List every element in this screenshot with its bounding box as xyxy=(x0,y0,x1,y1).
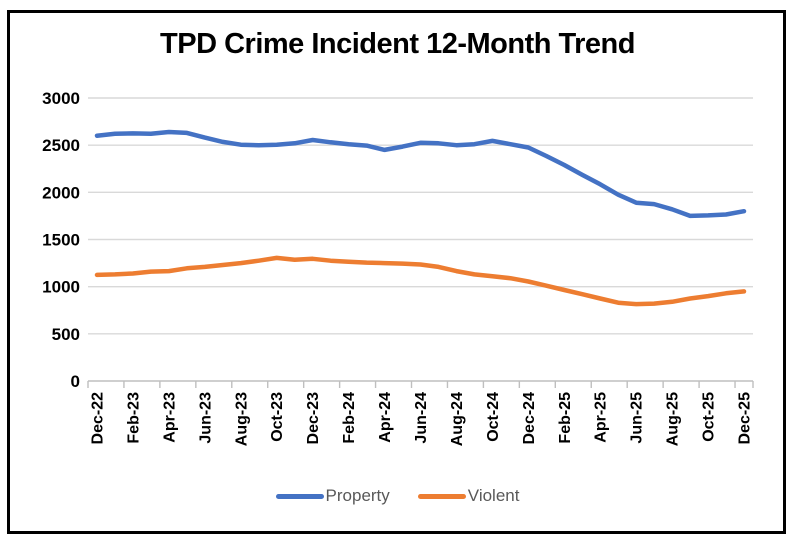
x-axis-label: Oct-23 xyxy=(269,392,286,442)
y-axis-label: 3000 xyxy=(42,89,80,108)
x-axis-label: Apr-23 xyxy=(161,392,178,443)
y-axis-label: 1000 xyxy=(42,278,80,297)
x-axis-label: Dec-23 xyxy=(305,392,322,445)
x-axis-label: Aug-23 xyxy=(233,392,250,446)
x-axis-label: Dec-22 xyxy=(89,392,106,445)
legend-label-violent: Violent xyxy=(467,486,520,505)
x-axis-label: Aug-25 xyxy=(665,392,682,446)
x-axis-label: Aug-24 xyxy=(449,392,466,446)
x-axis-label: Feb-23 xyxy=(125,392,142,444)
x-axis-label: Jun-25 xyxy=(629,392,646,444)
y-axis-label: 2000 xyxy=(42,183,80,202)
y-axis-label: 1500 xyxy=(42,231,80,250)
x-axis-label: Feb-24 xyxy=(341,392,358,444)
x-axis-label: Oct-24 xyxy=(485,392,502,442)
x-axis-label: Jun-24 xyxy=(413,392,430,444)
legend-item-violent: Violent xyxy=(417,486,520,506)
legend-label-property: Property xyxy=(325,486,390,505)
x-axis-label: Oct-25 xyxy=(701,392,718,442)
x-axis-label: Feb-25 xyxy=(557,392,574,444)
series-line-property xyxy=(94,129,747,219)
property-line-marker xyxy=(275,493,324,499)
y-axis-label: 2500 xyxy=(42,136,80,155)
y-axis-label: 500 xyxy=(52,325,80,344)
y-axis-label: 0 xyxy=(71,372,80,391)
chart-title: TPD Crime Incident 12-Month Trend xyxy=(160,28,635,60)
x-axis-label: Apr-25 xyxy=(593,392,610,443)
x-axis-label: Jun-23 xyxy=(197,392,214,444)
violent-line-marker xyxy=(417,493,466,499)
x-axis-label: Dec-25 xyxy=(737,392,754,445)
legend: Property Violent xyxy=(10,486,785,506)
legend-item-property: Property xyxy=(275,486,390,506)
series-line-violent xyxy=(94,255,747,307)
x-axis-label: Dec-24 xyxy=(521,392,538,445)
x-axis-label: Apr-24 xyxy=(377,392,394,443)
